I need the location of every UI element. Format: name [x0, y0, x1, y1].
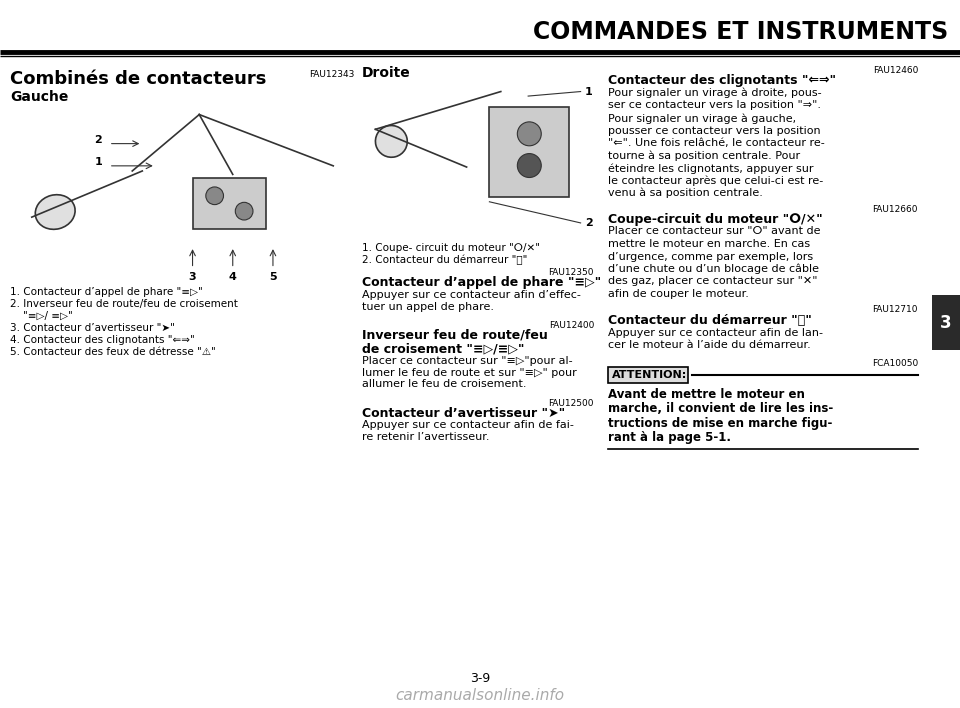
Text: venu à sa position centrale.: venu à sa position centrale.: [608, 188, 763, 198]
Text: Appuyer sur ce contacteur afin de fai-: Appuyer sur ce contacteur afin de fai-: [362, 421, 574, 430]
Text: tructions de mise en marche figu-: tructions de mise en marche figu-: [608, 416, 832, 430]
Text: 2: 2: [586, 218, 593, 228]
Text: Droite: Droite: [362, 66, 411, 80]
Text: re retenir l’avertisseur.: re retenir l’avertisseur.: [362, 432, 490, 442]
Text: d’urgence, comme par exemple, lors: d’urgence, comme par exemple, lors: [608, 251, 813, 261]
Text: ATTENTION:: ATTENTION:: [612, 370, 687, 379]
Text: FAU12660: FAU12660: [873, 205, 918, 214]
Text: FAU12460: FAU12460: [873, 66, 918, 75]
Text: ser ce contacteur vers la position "⇒".: ser ce contacteur vers la position "⇒".: [608, 101, 821, 110]
Text: FAU12350: FAU12350: [548, 268, 594, 277]
Text: Placer ce contacteur sur "ⵔ" avant de: Placer ce contacteur sur "ⵔ" avant de: [608, 227, 821, 236]
Text: le contacteur après que celui-ci est re-: le contacteur après que celui-ci est re-: [608, 176, 824, 186]
Text: Pour signaler un virage à gauche,: Pour signaler un virage à gauche,: [608, 113, 796, 123]
Bar: [193, 178, 266, 229]
Bar: [608, 367, 688, 382]
Text: 3: 3: [189, 272, 197, 282]
Text: Contacteur du démarreur "Ⓧ": Contacteur du démarreur "Ⓧ": [608, 314, 812, 326]
Text: 5: 5: [269, 272, 276, 282]
Text: afin de couper le moteur.: afin de couper le moteur.: [608, 289, 749, 299]
Text: 4. Contacteur des clignotants "⇐⇒": 4. Contacteur des clignotants "⇐⇒": [10, 335, 195, 345]
Text: rant à la page 5-1.: rant à la page 5-1.: [608, 430, 731, 443]
Circle shape: [235, 202, 253, 220]
Text: "⇐". Une fois relâché, le contacteur re-: "⇐". Une fois relâché, le contacteur re-: [608, 138, 825, 148]
Text: Gauche: Gauche: [10, 90, 68, 104]
Text: 2. Inverseur feu de route/feu de croisement: 2. Inverseur feu de route/feu de croisem…: [10, 299, 238, 309]
Text: cer le moteur à l’aide du démarreur.: cer le moteur à l’aide du démarreur.: [608, 340, 811, 350]
Text: Appuyer sur ce contacteur afin d’effec-: Appuyer sur ce contacteur afin d’effec-: [362, 290, 581, 300]
Text: 1: 1: [586, 86, 593, 96]
Circle shape: [205, 187, 224, 205]
Bar: [10, 104, 355, 279]
Text: 1. Coupe- circuit du moteur "ⵔ/✕": 1. Coupe- circuit du moteur "ⵔ/✕": [362, 243, 540, 253]
Text: Contacteur d’appel de phare "≡▷": Contacteur d’appel de phare "≡▷": [362, 276, 601, 289]
Text: Contacteur des clignotants "⇐⇒": Contacteur des clignotants "⇐⇒": [608, 74, 836, 87]
Text: COMMANDES ET INSTRUMENTS: COMMANDES ET INSTRUMENTS: [533, 20, 948, 44]
Ellipse shape: [375, 125, 407, 157]
Text: 5. Contacteur des feux de détresse "⚠": 5. Contacteur des feux de détresse "⚠": [10, 347, 216, 357]
Text: 2: 2: [94, 135, 102, 145]
Text: FAU12343: FAU12343: [310, 70, 355, 79]
Circle shape: [517, 122, 541, 146]
Text: d’une chute ou d’un blocage de câble: d’une chute ou d’un blocage de câble: [608, 264, 819, 275]
Text: Appuyer sur ce contacteur afin de lan-: Appuyer sur ce contacteur afin de lan-: [608, 328, 823, 338]
Text: marche, il convient de lire les ins-: marche, il convient de lire les ins-: [608, 403, 833, 416]
Text: FCA10050: FCA10050: [872, 358, 918, 367]
Text: FAU12710: FAU12710: [873, 305, 918, 314]
Text: pousser ce contacteur vers la position: pousser ce contacteur vers la position: [608, 125, 821, 135]
Text: 1: 1: [94, 157, 102, 167]
Bar: [362, 82, 594, 237]
Text: FAU12400: FAU12400: [548, 321, 594, 330]
Text: allumer le feu de croisement.: allumer le feu de croisement.: [362, 379, 526, 389]
Text: Coupe-circuit du moteur "ⵔ/✕": Coupe-circuit du moteur "ⵔ/✕": [608, 212, 823, 226]
Text: Avant de mettre le moteur en: Avant de mettre le moteur en: [608, 389, 804, 401]
Text: Combinés de contacteurs: Combinés de contacteurs: [10, 70, 266, 88]
Text: 3: 3: [940, 314, 951, 331]
Text: lumer le feu de route et sur "≡▷" pour: lumer le feu de route et sur "≡▷" pour: [362, 367, 577, 377]
Text: 3-9: 3-9: [469, 671, 491, 685]
Text: Pour signaler un virage à droite, pous-: Pour signaler un virage à droite, pous-: [608, 88, 822, 98]
Text: de croisement "≡▷/≡▷": de croisement "≡▷/≡▷": [362, 342, 524, 355]
Text: 4: 4: [228, 272, 237, 282]
Text: Placer ce contacteur sur "≡▷"pour al-: Placer ce contacteur sur "≡▷"pour al-: [362, 356, 572, 366]
Text: 2. Contacteur du démarreur "Ⓧ": 2. Contacteur du démarreur "Ⓧ": [362, 254, 527, 265]
Text: mettre le moteur en marche. En cas: mettre le moteur en marche. En cas: [608, 239, 810, 249]
Text: des gaz, placer ce contacteur sur "✕": des gaz, placer ce contacteur sur "✕": [608, 277, 818, 287]
Circle shape: [517, 154, 541, 178]
Text: 1. Contacteur d’appel de phare "≡▷": 1. Contacteur d’appel de phare "≡▷": [10, 287, 203, 297]
Text: 3. Contacteur d’avertisseur "➤": 3. Contacteur d’avertisseur "➤": [10, 323, 175, 333]
Bar: [490, 107, 569, 198]
Text: FAU12500: FAU12500: [548, 399, 594, 408]
Text: tuer un appel de phare.: tuer un appel de phare.: [362, 302, 494, 312]
Ellipse shape: [36, 195, 75, 229]
Bar: [932, 295, 960, 350]
Text: "≡▷/ ≡▷": "≡▷/ ≡▷": [10, 311, 73, 321]
Text: éteindre les clignotants, appuyer sur: éteindre les clignotants, appuyer sur: [608, 163, 813, 173]
Text: Contacteur d’avertisseur "➤": Contacteur d’avertisseur "➤": [362, 406, 565, 420]
Text: tourne à sa position centrale. Pour: tourne à sa position centrale. Pour: [608, 151, 800, 161]
Text: carmanualsonline.info: carmanualsonline.info: [396, 688, 564, 704]
Text: Inverseur feu de route/feu: Inverseur feu de route/feu: [362, 329, 548, 342]
